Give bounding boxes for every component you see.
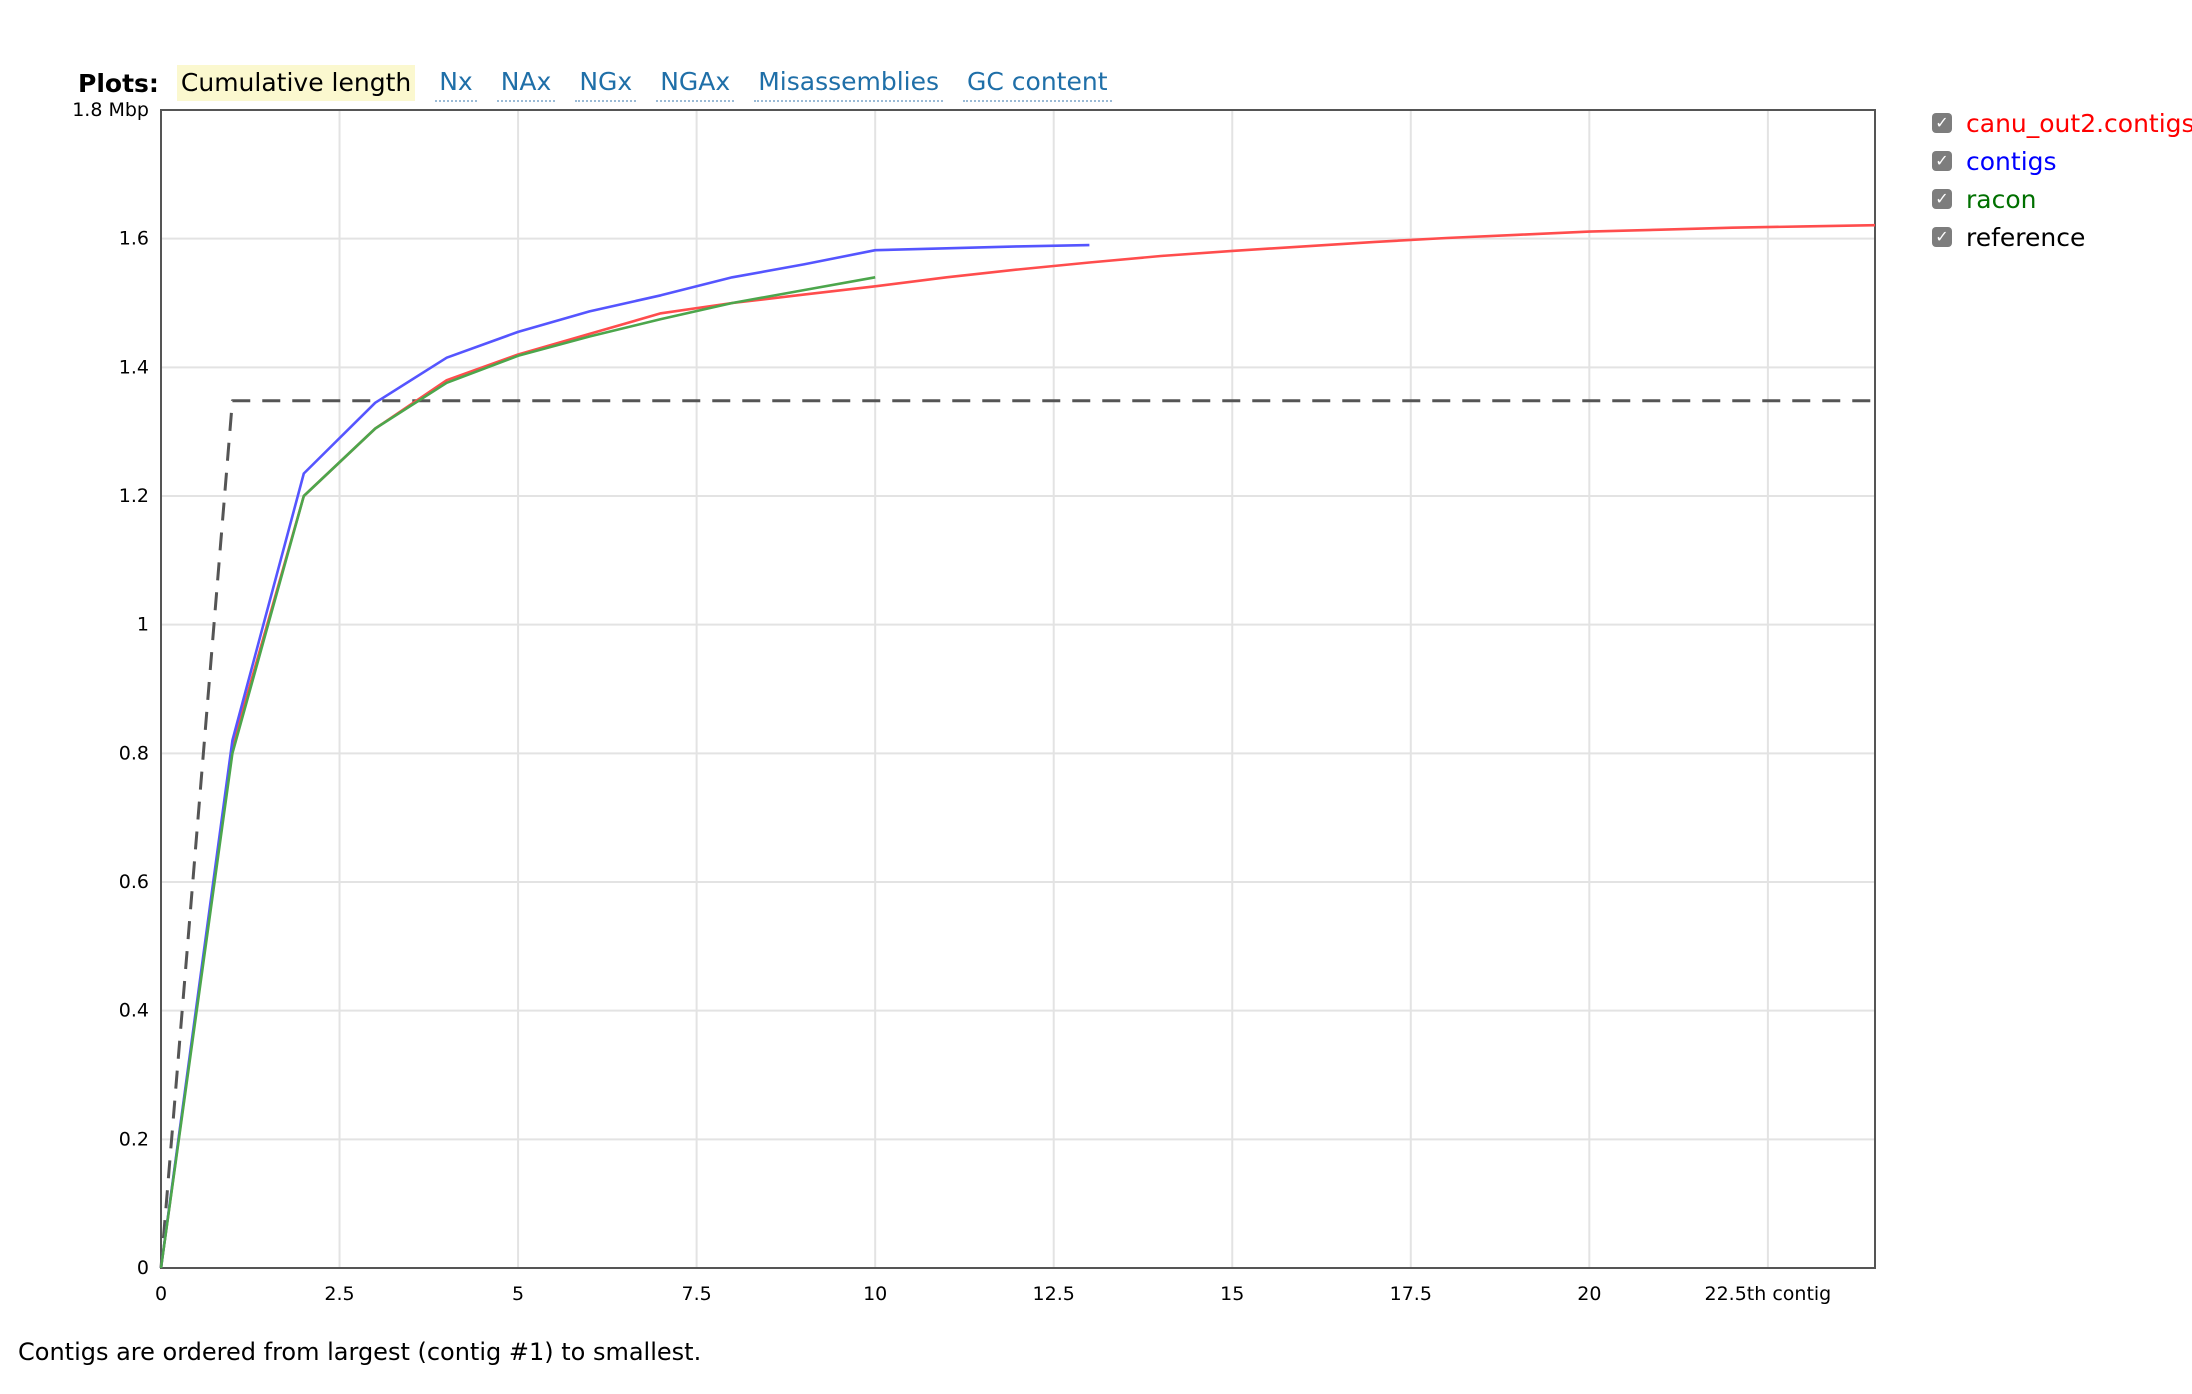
y-tick-label: 0.8 <box>119 742 149 764</box>
legend-item-reference[interactable]: ✓ reference <box>1932 218 2192 256</box>
legend-label: reference <box>1966 222 2086 252</box>
y-tick-label: 1.8 Mbp <box>72 99 149 121</box>
y-tick-label: 0.4 <box>119 1000 149 1022</box>
legend-item-canu-out2-contigs[interactable]: ✓ canu_out2.contigs <box>1932 104 2192 142</box>
y-tick-label: 1.2 <box>119 485 149 507</box>
x-tick-label: 5 <box>512 1283 524 1305</box>
tab-nx[interactable]: Nx <box>435 64 477 102</box>
series-line-reference <box>159 399 1875 1269</box>
checkbox-icon[interactable]: ✓ <box>1932 151 1952 171</box>
cumulative-length-chart: 0 0.2 0.4 0.6 0.8 1 1.2 1.4 1.6 1.8 Mbp 0 2.5 5 7.5 10… <box>72 99 1876 1305</box>
x-tick-label: 20 <box>1577 1283 1601 1305</box>
y-tick-label: 1.4 <box>119 356 149 378</box>
x-tick-label: 15 <box>1220 1283 1244 1305</box>
y-tick-label: 0.2 <box>119 1128 149 1150</box>
legend-label: racon <box>1966 184 2037 214</box>
y-tick-label: 1 <box>137 614 149 636</box>
plot-frame <box>160 109 1876 1269</box>
x-tick-label: 12.5 <box>1033 1283 1075 1305</box>
x-tick-label: 22.5th contig <box>1705 1283 1832 1305</box>
legend-label: contigs <box>1966 146 2057 176</box>
plots-label: Plots: <box>78 68 159 98</box>
x-tick-label: 0 <box>155 1283 167 1305</box>
series-line-racon <box>159 276 876 1269</box>
checkbox-icon[interactable]: ✓ <box>1932 113 1952 133</box>
checkbox-icon[interactable]: ✓ <box>1932 227 1952 247</box>
tab-nax[interactable]: NAx <box>496 64 556 102</box>
x-tick-label: 7.5 <box>682 1283 712 1305</box>
checkbox-icon[interactable]: ✓ <box>1932 189 1952 209</box>
tab-ngax[interactable]: NGAx <box>656 64 735 102</box>
legend: ✓ canu_out2.contigs ✓ contigs ✓ racon ✓ … <box>1932 104 2192 256</box>
y-tick-label: 0 <box>137 1257 149 1279</box>
y-tick-label: 0.6 <box>119 871 149 893</box>
y-tick-label: 1.6 <box>119 228 149 250</box>
plots-nav: Plots: Cumulative length Nx NAx NGx NGAx… <box>78 62 1132 104</box>
tab-gc-content[interactable]: GC content <box>963 64 1112 102</box>
series-line-canu-out2-contigs <box>159 223 1876 1269</box>
tab-ngx[interactable]: NGx <box>575 64 637 102</box>
legend-item-contigs[interactable]: ✓ contigs <box>1932 142 2192 180</box>
footer-note: Contigs are ordered from largest (contig… <box>18 1338 702 1366</box>
tab-cumulative-length[interactable]: Cumulative length <box>176 65 416 101</box>
legend-label: canu_out2.contigs <box>1966 108 2192 138</box>
x-tick-label: 2.5 <box>324 1283 354 1305</box>
tab-misassemblies[interactable]: Misassemblies <box>754 64 944 102</box>
x-tick-label: 10 <box>863 1283 887 1305</box>
x-tick-label: 17.5 <box>1390 1283 1432 1305</box>
series-line-contigs <box>159 243 1090 1269</box>
legend-item-racon[interactable]: ✓ racon <box>1932 180 2192 218</box>
